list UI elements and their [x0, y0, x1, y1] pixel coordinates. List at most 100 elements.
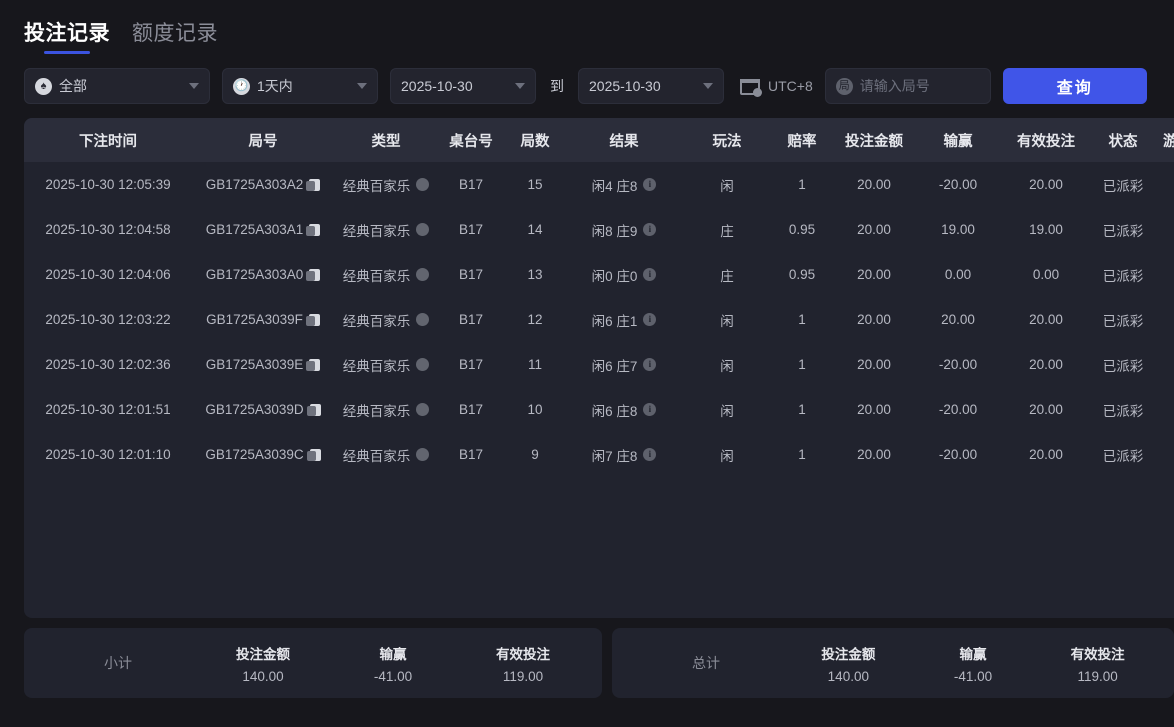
cell-game-mode: 入座	[1154, 297, 1174, 342]
table-row: 2025-10-30 12:03:22 GB1725A3039F 经典百家乐 B17 1…	[24, 297, 1174, 342]
tab-credit-records[interactable]: 额度记录	[132, 23, 218, 56]
cell-result: 闲7 庄8 i	[566, 432, 682, 477]
game-type-text: 经典百家乐	[342, 178, 411, 194]
cell-round-no: GB1725A3039C	[192, 432, 334, 477]
cell-bet-amount: 20.00	[857, 222, 891, 237]
round-no-text: GB1725A303A0	[205, 267, 304, 282]
tab-betting-records-label: 投注记录	[24, 22, 110, 45]
col-valid-bet: 有效投注	[1000, 118, 1092, 162]
time-range-value: 1天内	[257, 78, 293, 94]
cell-result: 闲6 庄7 i	[566, 342, 682, 387]
tab-betting-records[interactable]: 投注记录	[24, 23, 110, 56]
col-round-no: 局号	[192, 118, 334, 162]
cell-odds: 0.95	[788, 222, 816, 237]
cell-table-no: B17	[458, 357, 484, 372]
cell-win-loss: -20.00	[938, 447, 978, 462]
cell-table-no: B17	[458, 447, 484, 462]
cell-result: 闲4 庄8 i	[566, 162, 682, 207]
cell-play-type: 闲	[720, 313, 734, 329]
info-icon[interactable]: i	[643, 268, 657, 281]
date-from-value: 2025-10-30	[401, 78, 473, 94]
cell-round-no: GB1725A303A1	[192, 207, 334, 252]
query-button[interactable]: 查询	[1002, 68, 1147, 104]
time-range-select[interactable]: 🕐 1天内	[222, 68, 378, 104]
grand-total-label: 总计	[692, 655, 720, 671]
grand-total-bet-header: 投注金额	[821, 646, 876, 662]
cell-game-type: 经典百家乐	[334, 207, 438, 252]
info-icon[interactable]: i	[643, 403, 657, 416]
cell-table-no: B17	[458, 267, 484, 282]
cell-bet-time: 2025-10-30 12:02:36	[45, 357, 171, 372]
cell-bet-amount: 20.00	[857, 312, 891, 327]
info-icon[interactable]: i	[643, 313, 657, 326]
subtotal-pnl-value: -41.00	[373, 668, 413, 684]
timezone-indicator[interactable]: UTC+8	[736, 77, 813, 97]
cell-game-type: 经典百家乐	[334, 297, 438, 342]
subtotal-bet-header: 投注金额	[236, 646, 290, 662]
cell-result: 闲6 庄8 i	[566, 387, 682, 432]
cell-bet-amount: 20.00	[857, 357, 891, 372]
game-type-dot-icon	[416, 403, 430, 416]
cell-round-no: GB1725A303A0	[192, 252, 334, 297]
cell-valid-bet: 20.00	[1029, 447, 1063, 462]
copy-icon[interactable]	[305, 313, 320, 326]
col-result: 结果	[566, 118, 682, 162]
cell-play-type: 闲	[720, 448, 734, 464]
cell-round-count: 11	[527, 357, 542, 372]
grand-total-bet-value: 140.00	[827, 668, 869, 684]
round-search-placeholder: 请输入局号	[859, 78, 930, 94]
cell-game-mode: 入座	[1154, 342, 1174, 387]
cell-round-no: GB1725A3039E	[192, 342, 334, 387]
cell-bet-amount: 20.00	[857, 267, 891, 282]
cell-table-no: B17	[458, 177, 484, 192]
game-type-dot-icon	[416, 313, 430, 326]
copy-icon[interactable]	[306, 268, 321, 281]
copy-icon[interactable]	[306, 448, 321, 461]
copy-icon[interactable]	[306, 178, 321, 191]
date-to-value: 2025-10-30	[589, 78, 661, 94]
round-search-input[interactable]: 局 请输入局号	[824, 68, 991, 104]
game-type-dot-icon	[416, 358, 430, 371]
round-no-text: GB1725A303A1	[205, 222, 304, 237]
game-type-text: 经典百家乐	[342, 448, 411, 464]
totals-bar: 小计 投注金额 140.00 输赢 -41.00 有效投注 119.00 总计	[24, 628, 1174, 698]
info-icon[interactable]: i	[643, 223, 657, 236]
cell-win-loss: -20.00	[938, 357, 978, 372]
game-type-text: 经典百家乐	[342, 313, 411, 329]
date-to-picker[interactable]: 2025-10-30	[578, 68, 724, 104]
info-icon[interactable]: i	[643, 448, 657, 461]
tab-bar: 投注记录 额度记录	[0, 0, 1174, 56]
grand-total-bet: 投注金额 140.00	[800, 643, 896, 684]
game-type-select[interactable]: ♠ 全部	[24, 68, 210, 104]
round-no-text: GB1725A303A2	[205, 177, 304, 192]
cell-bet-amount: 20.00	[857, 402, 891, 417]
copy-icon[interactable]	[306, 403, 321, 416]
copy-icon[interactable]	[306, 358, 321, 371]
grand-total-valid-value: 119.00	[1077, 668, 1118, 684]
date-from-picker[interactable]: 2025-10-30	[390, 68, 536, 104]
cell-game-mode: 入座	[1154, 432, 1174, 477]
cell-round-count: 14	[527, 222, 543, 237]
copy-icon[interactable]	[306, 223, 321, 236]
subtotal-bet: 投注金额 140.00	[215, 643, 311, 684]
subtotal-card: 小计 投注金额 140.00 输赢 -41.00 有效投注 119.00	[24, 628, 602, 698]
cell-odds: 1	[798, 402, 806, 417]
grand-total-valid-header: 有效投注	[1070, 646, 1125, 662]
cell-bet-time: 2025-10-30 12:05:39	[45, 177, 171, 192]
cell-win-loss: 19.00	[941, 222, 975, 237]
cell-round-no: GB1725A3039D	[192, 387, 334, 432]
subtotal-valid: 有效投注 119.00	[475, 643, 571, 684]
grand-total-valid: 有效投注 119.00	[1050, 643, 1146, 684]
info-icon[interactable]: i	[643, 358, 657, 371]
info-icon[interactable]: i	[643, 178, 657, 191]
cell-play-type: 闲	[720, 403, 734, 419]
table-row: 2025-10-30 12:04:58 GB1725A303A1 经典百家乐 B17 1…	[24, 207, 1174, 252]
col-game-type: 类型	[334, 118, 438, 162]
round-icon: 局	[835, 77, 853, 95]
cell-table-no: B17	[458, 222, 484, 237]
result-text: 闲6 庄1	[591, 313, 638, 329]
game-type-text: 经典百家乐	[342, 223, 411, 239]
round-no-text: GB1725A3039D	[205, 402, 304, 417]
col-odds: 赔率	[772, 118, 832, 162]
